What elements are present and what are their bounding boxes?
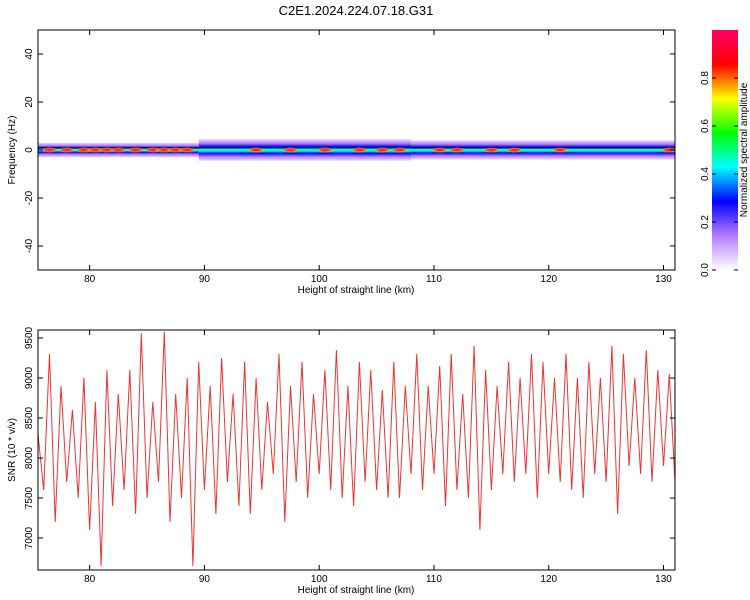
colorbar: 0.0 0.2 0.4 0.6 0.8 Normalized spectral ampl… — [700, 30, 750, 277]
spectrogram-ylabel: Frequency (Hz) — [7, 116, 18, 185]
figure-title: C2E1.2024.224.07.18.G31 — [279, 3, 434, 18]
band-segment-2 — [411, 140, 675, 160]
hot-spot — [126, 147, 145, 153]
y-tick-label: 0 — [24, 147, 35, 153]
hot-spot — [247, 147, 266, 153]
snr-line-layer — [38, 331, 675, 567]
y-tick-label: 9000 — [24, 366, 35, 389]
colorbar-tick-label: 0.6 — [700, 119, 711, 133]
snr-xlabel: Height of straight line (km) — [298, 585, 415, 596]
x-tick-label: 120 — [540, 574, 557, 585]
y-tick-label: 7500 — [24, 486, 35, 509]
hot-spot — [505, 147, 524, 153]
snr-panel: 80 90 100 110 120 130 7000 7500 8000 8500 9000 9500… — [7, 326, 676, 596]
hot-spot — [390, 147, 409, 153]
y-tick-label: 20 — [24, 96, 35, 108]
colorbar-tick-label: 0.4 — [700, 167, 711, 181]
spectrogram-axes: 80 90 100 110 120 130 -40 -20 0 20 40 — [24, 30, 675, 285]
colorbar-tick-label: 0.2 — [700, 215, 711, 229]
hot-spot — [551, 147, 570, 153]
spectrogram-xlabel: Height of straight line (km) — [298, 285, 415, 296]
spectrogram-heatmap — [38, 139, 675, 161]
colorbar-tick-label: 0.0 — [700, 263, 711, 277]
y-tick-label: 9500 — [24, 326, 35, 349]
hot-spot — [109, 147, 128, 153]
snr-ylabel: SNR (10 * v/v) — [7, 418, 18, 482]
snr-series-line — [38, 331, 675, 567]
hot-spot — [430, 147, 449, 153]
snr-plot-area — [38, 330, 675, 570]
hot-spot — [373, 147, 392, 153]
x-tick-label: 100 — [311, 574, 328, 585]
hot-spot — [482, 147, 501, 153]
x-tick-label: 110 — [426, 274, 442, 285]
x-tick-label: 130 — [655, 574, 672, 585]
x-tick-label: 130 — [655, 274, 672, 285]
x-tick-label: 120 — [540, 274, 557, 285]
hot-spot — [660, 147, 675, 153]
y-tick-label: 8000 — [24, 446, 35, 469]
snr-axes: 80 90 100 110 120 130 7000 7500 8000 8500 9000 9500 — [24, 326, 675, 585]
x-tick-label: 90 — [199, 574, 211, 585]
hot-spot — [447, 147, 466, 153]
colorbar-strip — [712, 30, 738, 270]
y-tick-label: -20 — [24, 190, 35, 205]
x-tick-label: 110 — [426, 574, 442, 585]
y-tick-label: 40 — [24, 48, 35, 60]
y-tick-label: 7000 — [24, 526, 35, 549]
hot-spot — [57, 147, 76, 153]
hot-spot — [40, 147, 59, 153]
band-segment-1 — [198, 139, 412, 161]
x-tick-label: 90 — [199, 274, 211, 285]
hot-spot — [315, 147, 334, 153]
hot-spot — [178, 147, 197, 153]
colorbar-tick-label: 0.8 — [700, 71, 711, 85]
x-tick-label: 100 — [311, 274, 328, 285]
y-tick-label: 8500 — [24, 406, 35, 429]
x-tick-label: 80 — [84, 574, 96, 585]
colorbar-ticks: 0.0 0.2 0.4 0.6 0.8 — [700, 71, 738, 277]
colorbar-label: Normalized spectral amplitude — [739, 82, 750, 217]
hot-spot — [281, 147, 300, 153]
hot-spot — [350, 147, 369, 153]
x-tick-label: 80 — [84, 274, 96, 285]
spectrogram-panel: 80 90 100 110 120 130 -40 -20 0 20 40 Height of st… — [7, 29, 676, 296]
snr-frame — [37, 329, 676, 571]
y-tick-label: -40 — [24, 238, 35, 253]
